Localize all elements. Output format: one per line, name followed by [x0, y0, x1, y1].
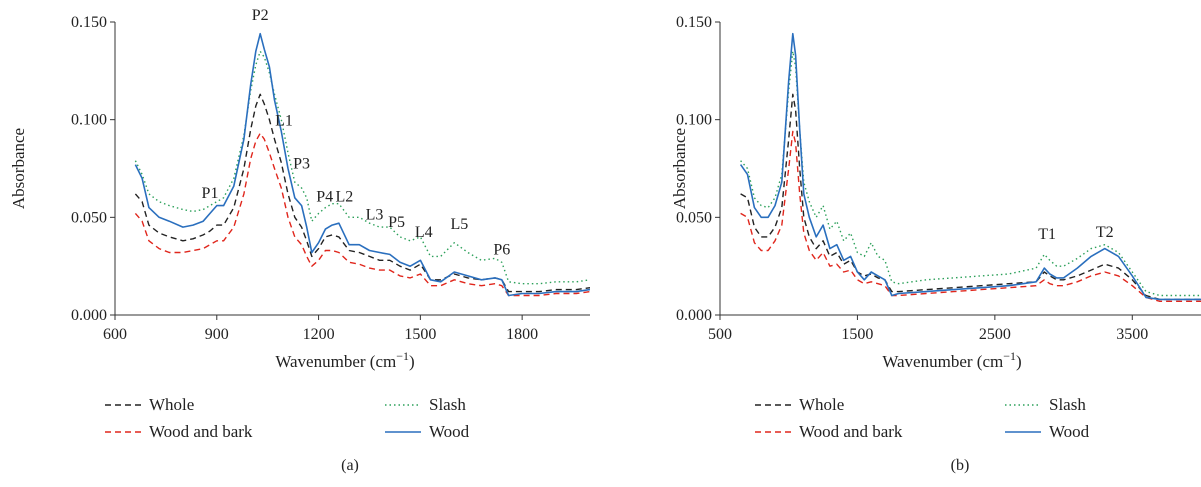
legend-label: Wood and bark: [149, 422, 253, 441]
x-tick-label: 600: [103, 326, 127, 343]
y-tick-label: 0.050: [71, 209, 107, 226]
x-axis-label: Wavenumber (cm−1): [275, 349, 414, 371]
x-tick-label: 2500: [979, 326, 1011, 343]
peak-label: P6: [493, 241, 510, 258]
series-line-wood-and-bark: [134, 132, 590, 297]
y-tick-label: 0.050: [676, 209, 712, 226]
peak-label: P5: [388, 214, 405, 231]
y-tick-label: 0.100: [676, 112, 712, 129]
legend-label: Slash: [429, 395, 466, 414]
peak-label: L3: [366, 206, 384, 223]
legend-label: Slash: [1049, 395, 1086, 414]
peak-label: P3: [293, 156, 310, 173]
x-tick-label: 1800: [506, 326, 538, 343]
x-tick-label: 1500: [404, 326, 436, 343]
legend-label: Wood: [429, 422, 470, 441]
x-tick-label: 500: [708, 326, 732, 343]
series-line-slash: [740, 50, 1201, 297]
peak-label: P4: [316, 189, 333, 206]
x-tick-label: 3500: [1116, 326, 1148, 343]
series-line-whole: [134, 93, 590, 293]
y-tick-label: 0.000: [676, 307, 712, 324]
legend-label: Whole: [149, 395, 194, 414]
peak-label: L5: [450, 216, 468, 233]
peak-label: T1: [1038, 226, 1056, 243]
series-line-wood: [739, 32, 1201, 301]
y-tick-label: 0.150: [676, 14, 712, 31]
peak-label: L2: [335, 189, 353, 206]
chart-panel-b: 0.000 0.050 0.100 0.150 500 1500 2500 3500 Absor…: [670, 14, 1201, 474]
x-tick-label: 1200: [303, 326, 335, 343]
peak-label: P1: [202, 185, 219, 202]
series-line-slash: [134, 50, 590, 285]
peak-label: L4: [415, 224, 433, 241]
x-axis-label: Wavenumber (cm−1): [882, 349, 1021, 371]
chart-panel-a: 0.000 0.050 0.100 0.150 600 900 1200 1500 1800 Ab…: [9, 7, 590, 474]
series-line-wood: [134, 32, 590, 297]
x-tick-label: 1500: [841, 326, 873, 343]
series-line-whole: [740, 93, 1201, 301]
series-line-wood-and-bark: [740, 130, 1201, 302]
y-tick-label: 0.150: [71, 14, 107, 31]
legend-label: Wood and bark: [799, 422, 903, 441]
panel-label: (b): [951, 457, 970, 474]
y-tick-label: 0.000: [71, 307, 107, 324]
legend-label: Whole: [799, 395, 844, 414]
peak-label: P2: [252, 7, 269, 24]
y-axis-label: Absorbance: [9, 128, 28, 209]
legend-label: Wood: [1049, 422, 1090, 441]
y-axis-label: Absorbance: [670, 128, 689, 209]
y-tick-label: 0.100: [71, 112, 107, 129]
peak-label: L1: [275, 113, 293, 130]
x-tick-label: 900: [205, 326, 229, 343]
panel-label: (a): [341, 457, 359, 474]
peak-label: T2: [1096, 224, 1114, 241]
